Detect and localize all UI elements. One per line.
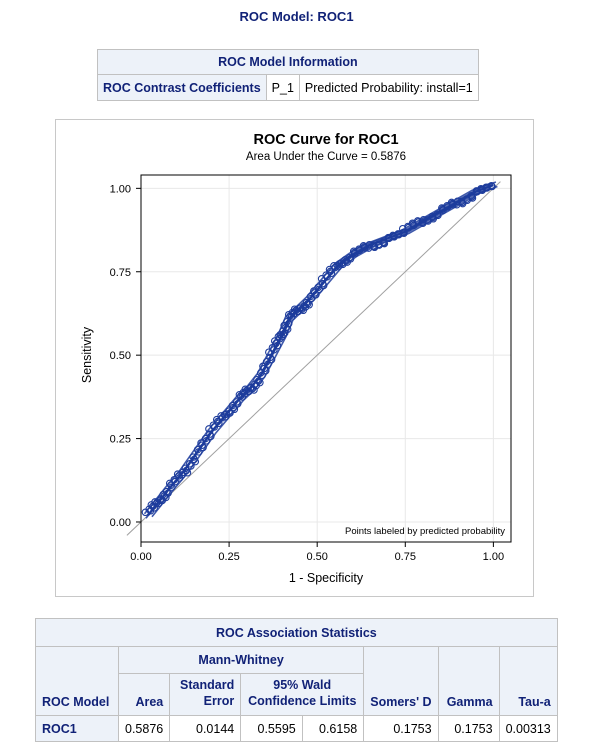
roc-point	[370, 242, 378, 251]
mann-whitney-header: Mann-Whitney	[117, 646, 365, 674]
x-tick-label: 1.00	[483, 551, 504, 563]
roc-curve-line	[149, 181, 497, 513]
x-tick-label: 0.75	[395, 551, 416, 563]
chart-subtitle: Area Under the Curve = 0.5876	[246, 151, 406, 163]
roc-association-stats-table: ROC Association Statistics ROC Model Man…	[35, 618, 558, 742]
reference-line	[126, 181, 501, 536]
col-gamma: Gamma	[437, 646, 500, 716]
roc-point	[189, 453, 197, 461]
col-tau-a: Tau-a	[498, 646, 558, 716]
row-roc1-label: ROC1	[35, 715, 119, 742]
association-stats-caption: ROC Association Statistics	[35, 618, 558, 647]
cell-gamma: 0.1753	[437, 715, 500, 742]
roc-point	[483, 184, 491, 192]
roc-point	[206, 430, 214, 438]
cell-somers-d: 0.1753	[363, 715, 439, 742]
y-tick-label: 0.00	[110, 517, 131, 529]
col-standard-error: Standard Error	[169, 673, 242, 716]
roc-point	[395, 230, 403, 239]
roc-point	[215, 419, 223, 428]
roc-variable-cell: P_1	[265, 74, 300, 101]
roc-point	[304, 299, 312, 308]
roc-point	[333, 261, 342, 270]
x-tick-label: 0.50	[306, 551, 327, 563]
y-axis-label: Sensitivity	[80, 326, 94, 383]
roc-point	[380, 239, 388, 247]
roc-model-info-table: ROC Model Information ROC Contrast Coeff…	[97, 49, 479, 101]
roc-point	[345, 253, 354, 262]
roc-point	[284, 310, 293, 319]
roc-point	[433, 210, 442, 219]
cell-lower-limit: 0.5595	[240, 715, 303, 742]
roc-point	[379, 238, 387, 246]
roc-point	[270, 346, 278, 354]
cell-area: 0.5876	[117, 715, 171, 742]
roc-point	[487, 182, 496, 190]
roc-chart: ROC Curve for ROC1 Area Under the Curve …	[80, 132, 512, 585]
roc-point	[254, 377, 263, 385]
col-roc-model: ROC Model	[35, 646, 119, 716]
col-area: Area	[117, 673, 171, 716]
roc-point	[162, 487, 171, 496]
roc-point	[399, 228, 408, 237]
roc-point	[341, 256, 349, 264]
roc-point	[164, 489, 172, 497]
x-tick-label: 0.25	[218, 551, 239, 563]
roc-point	[283, 318, 291, 326]
y-tick-label: 0.25	[110, 434, 131, 446]
roc-contrast-coefficients-label: ROC Contrast Coefficients	[97, 74, 267, 101]
x-axis-label: 1 - Specificity	[289, 571, 364, 585]
cell-upper-limit: 0.6158	[301, 715, 365, 742]
roc-point	[221, 412, 230, 421]
chart-title: ROC Curve for ROC1	[253, 132, 398, 148]
roc-point	[488, 182, 496, 191]
y-tick-label: 0.50	[110, 350, 131, 362]
roc-point	[235, 391, 244, 399]
y-tick-label: 0.75	[110, 267, 131, 279]
roc-point	[302, 298, 311, 307]
roc-point	[266, 353, 274, 362]
roc-point	[318, 279, 327, 288]
plot-frame	[140, 174, 512, 543]
col-somers-d: Somers' D	[363, 646, 439, 716]
x-tick-label: 0.00	[130, 551, 151, 563]
roc-point	[233, 398, 241, 406]
cell-tau-a: 0.00313	[498, 715, 558, 742]
roc-point	[400, 229, 408, 237]
page-title: ROC Model: ROC1	[239, 9, 354, 24]
roc-model-info-caption: ROC Model Information	[97, 49, 479, 75]
roc-curve-line	[151, 185, 498, 518]
roc-point	[346, 255, 355, 263]
cell-standard-error: 0.0144	[169, 715, 242, 742]
chart-annotation: Points labeled by predicted probability	[345, 526, 505, 537]
roc-point	[284, 319, 293, 328]
roc-point	[467, 192, 475, 200]
col-wald-limits: 95% Wald Confidence Limits	[240, 673, 365, 716]
roc-point	[312, 290, 320, 299]
roc-chart-frame: ROC Curve for ROC1 Area Under the Curve …	[55, 119, 534, 597]
y-tick-label: 1.00	[110, 183, 131, 195]
plot-area: 0.00 0.25 0.50 0.75 1.00 0.00 0.25 0.50 0.75 1.00	[110, 174, 512, 563]
roc-description-cell: Predicted Probability: install=1	[298, 74, 479, 101]
roc-point	[253, 375, 261, 384]
roc-point	[151, 498, 159, 506]
